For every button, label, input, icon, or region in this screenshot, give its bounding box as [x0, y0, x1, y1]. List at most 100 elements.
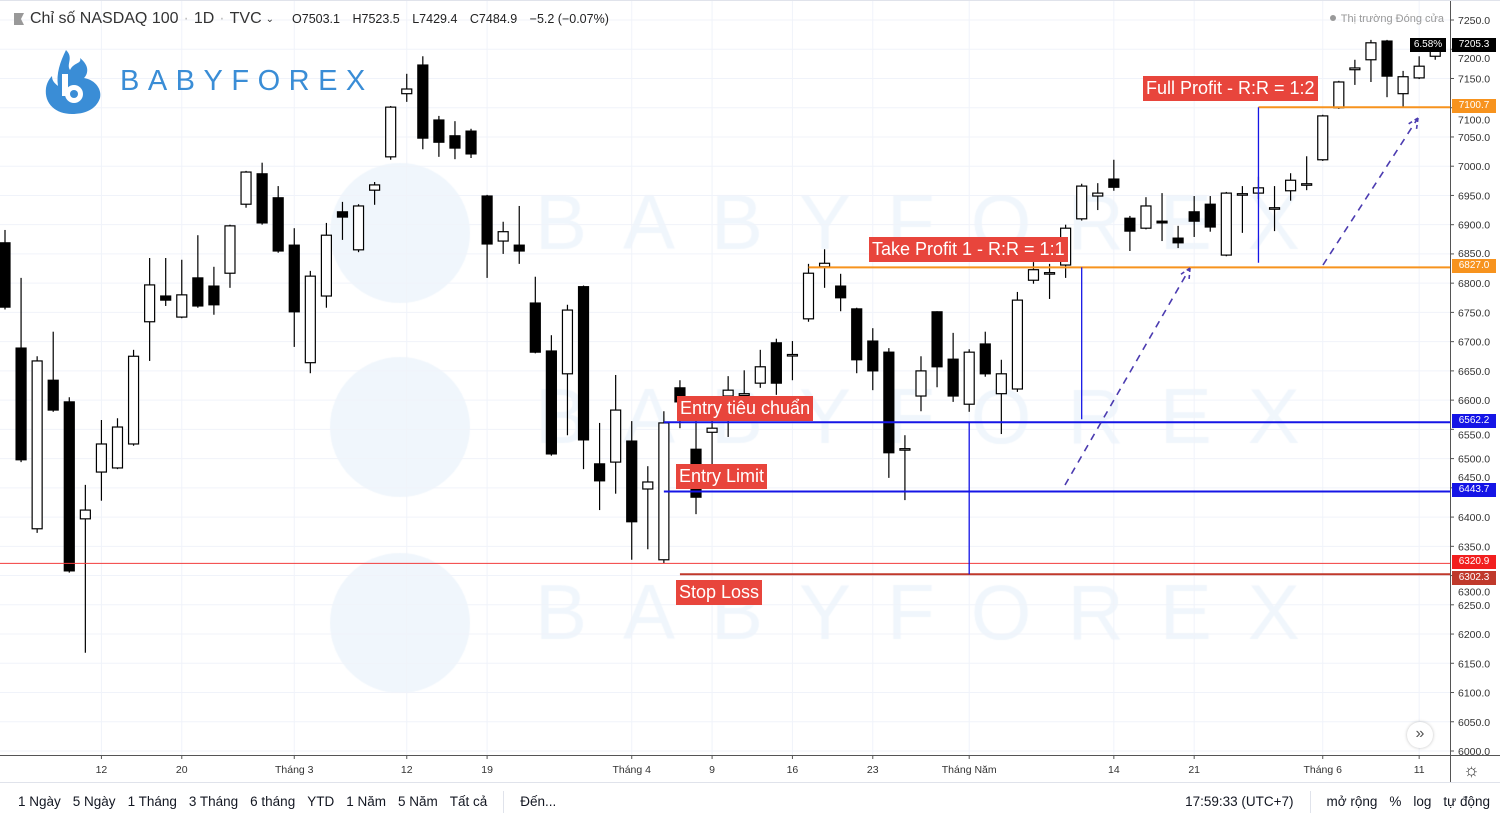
- price-tick-label: 6200.0: [1458, 629, 1490, 641]
- candle-body: [240, 171, 252, 205]
- watermark-image: [0, 0, 1500, 782]
- candle-body: [979, 343, 991, 375]
- take-profit-price-tag: 6827.0: [1452, 259, 1496, 273]
- price-tick-label: 6900.0: [1458, 220, 1490, 232]
- range-6-months[interactable]: 6 tháng: [250, 794, 296, 809]
- bottom-toolbar: 1 Ngày 5 Ngày 1 Tháng 3 Tháng 6 tháng YT…: [0, 782, 1500, 820]
- candle-body: [320, 234, 332, 297]
- candle-body: [111, 426, 124, 469]
- candle-body: [1317, 115, 1329, 161]
- candle: [369, 181, 381, 205]
- candle: [352, 204, 365, 253]
- extend-toggle[interactable]: mở rộng: [1326, 794, 1378, 809]
- range-1-day[interactable]: 1 Ngày: [18, 794, 61, 809]
- gear-icon[interactable]: ☼: [1463, 760, 1480, 780]
- candlestick-chart[interactable]: 7250.0 7200.0 7150.0 7100.0 7050.0 7000.0 6950…: [0, 0, 1500, 782]
- range-3-months[interactable]: 3 Tháng: [188, 794, 239, 809]
- candle-body: [770, 342, 782, 384]
- candle: [1076, 183, 1088, 221]
- price-tick-label: 6450.0: [1458, 472, 1490, 484]
- stop-loss-label[interactable]: Stop Loss: [676, 580, 763, 605]
- symbol-name[interactable]: Chỉ số NASDAQ 100: [30, 10, 179, 27]
- candle-body: [224, 225, 236, 274]
- candle-body: [545, 350, 557, 455]
- entry-standard-label[interactable]: Entry tiêu chuẩn: [677, 396, 814, 421]
- interval[interactable]: 1D: [193, 10, 215, 27]
- candle: [963, 349, 975, 412]
- candle-body: [385, 106, 397, 158]
- time-tick-label: 12: [401, 764, 413, 776]
- candle-body: [208, 285, 220, 306]
- candle: [417, 56, 429, 150]
- price-tick-label: 6500.0: [1458, 454, 1490, 466]
- candle: [593, 422, 606, 511]
- price-tick-label: 6950.0: [1458, 190, 1490, 202]
- price-tick-label: 6550.0: [1458, 429, 1490, 441]
- take-profit-1-label[interactable]: Take Profit 1 - R:R = 1:1: [869, 237, 1068, 262]
- candle-body: [915, 370, 927, 397]
- price-tick-label: 7150.0: [1458, 73, 1490, 85]
- range-all[interactable]: Tất cả: [449, 794, 488, 809]
- candle: [304, 270, 316, 374]
- candle-body: [610, 409, 622, 463]
- candle: [1204, 196, 1216, 232]
- candle: [1092, 183, 1104, 211]
- percent-toggle[interactable]: %: [1389, 794, 1402, 809]
- goto-date-button[interactable]: Đến...: [520, 794, 557, 809]
- range-5-days[interactable]: 5 Ngày: [72, 794, 116, 809]
- candle: [818, 249, 831, 288]
- auto-toggle[interactable]: tự động: [1443, 794, 1490, 809]
- candle: [208, 266, 220, 315]
- range-1-month[interactable]: 1 Tháng: [127, 794, 177, 809]
- candle: [835, 273, 847, 312]
- open-value: O7503.1: [292, 12, 340, 26]
- entry-limit-label[interactable]: Entry Limit: [676, 464, 768, 489]
- candle-body: [1172, 237, 1184, 244]
- log-toggle[interactable]: log: [1413, 794, 1432, 809]
- candle-body: [529, 302, 541, 353]
- price-tick-label: 6750.0: [1458, 307, 1490, 319]
- candle: [851, 307, 863, 374]
- separator-dot: ·: [219, 10, 225, 27]
- data-source[interactable]: TVC: [229, 10, 262, 27]
- flag-icon: [14, 13, 24, 25]
- candle: [1333, 80, 1345, 109]
- scroll-to-latest-button[interactable]: »: [1407, 722, 1433, 748]
- range-5-years[interactable]: 5 Năm: [397, 794, 438, 809]
- candle: [240, 170, 252, 208]
- candle-body: [1333, 81, 1345, 109]
- candle: [481, 194, 493, 278]
- candle-body: [1301, 183, 1313, 186]
- candle-body: [465, 130, 477, 155]
- candle-body: [144, 284, 156, 323]
- candle: [883, 348, 895, 478]
- candle: [336, 201, 349, 240]
- candle-body: [835, 285, 847, 299]
- candle: [31, 356, 43, 533]
- stop-red-price-tag: 6320.9: [1452, 555, 1496, 569]
- candle-body: [1108, 178, 1120, 188]
- candle: [626, 421, 638, 560]
- time-tick-label: 9: [709, 764, 715, 776]
- candle: [610, 374, 622, 494]
- candle-body: [127, 355, 140, 445]
- candle: [561, 304, 574, 436]
- last-change-badge: 6.58%: [1410, 38, 1446, 52]
- price-tick-label: 6850.0: [1458, 248, 1490, 260]
- time-tick-label: Tháng 4: [612, 764, 651, 776]
- candle-body: [272, 197, 284, 252]
- candle-body: [304, 275, 316, 364]
- range-1-year[interactable]: 1 Năm: [346, 794, 386, 809]
- range-ytd[interactable]: YTD: [307, 794, 335, 809]
- candle-body: [369, 184, 381, 191]
- candle: [176, 259, 188, 319]
- candle-body: [95, 443, 108, 473]
- full-profit-label[interactable]: Full Profit - R:R = 1:2: [1143, 76, 1318, 101]
- close-value: C7484.9: [469, 12, 518, 26]
- candle: [1365, 39, 1377, 82]
- candle-body: [0, 242, 11, 308]
- candle: [947, 332, 959, 402]
- candle: [465, 128, 477, 159]
- chevron-down-icon[interactable]: ⌄: [265, 13, 275, 25]
- candle: [47, 331, 59, 412]
